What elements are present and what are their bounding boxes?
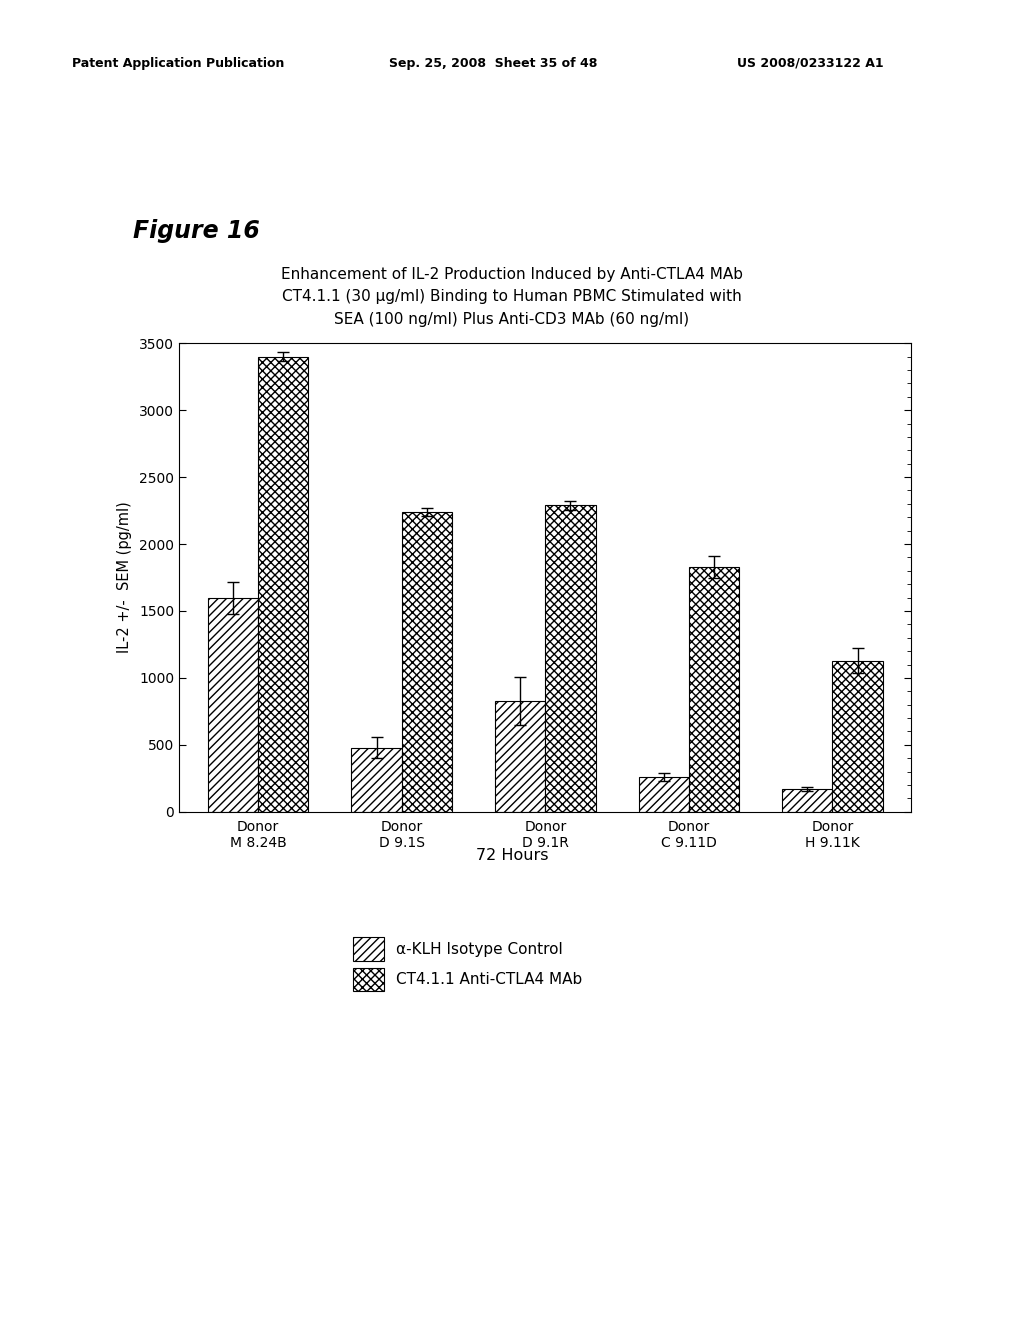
Bar [782,789,833,812]
Bar [545,506,596,812]
Bar [833,660,883,812]
Bar [639,777,689,812]
Bar [401,512,452,812]
Text: Sep. 25, 2008  Sheet 35 of 48: Sep. 25, 2008 Sheet 35 of 48 [389,57,597,70]
Text: Patent Application Publication: Patent Application Publication [72,57,284,70]
Text: 72 Hours: 72 Hours [476,847,548,863]
Text: Enhancement of IL-2 Production Induced by Anti-CTLA4 MAb
CT4.1.1 (30 μg/ml) Bind: Enhancement of IL-2 Production Induced b… [281,267,743,327]
Bar [258,356,308,812]
Bar [689,566,739,812]
Text: Figure 16: Figure 16 [133,219,260,243]
Text: US 2008/0233122 A1: US 2008/0233122 A1 [737,57,884,70]
Bar [495,701,545,812]
Bar [208,598,258,812]
Bar [351,747,401,812]
Y-axis label: IL-2 +/-  SEM (pg/ml): IL-2 +/- SEM (pg/ml) [118,502,132,653]
Text: CT4.1.1 Anti-CTLA4 MAb: CT4.1.1 Anti-CTLA4 MAb [396,972,583,987]
Text: α-KLH Isotype Control: α-KLH Isotype Control [396,941,563,957]
